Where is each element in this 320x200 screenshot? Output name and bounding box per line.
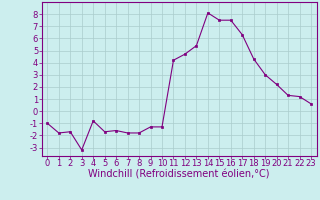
X-axis label: Windchill (Refroidissement éolien,°C): Windchill (Refroidissement éolien,°C) bbox=[88, 170, 270, 180]
